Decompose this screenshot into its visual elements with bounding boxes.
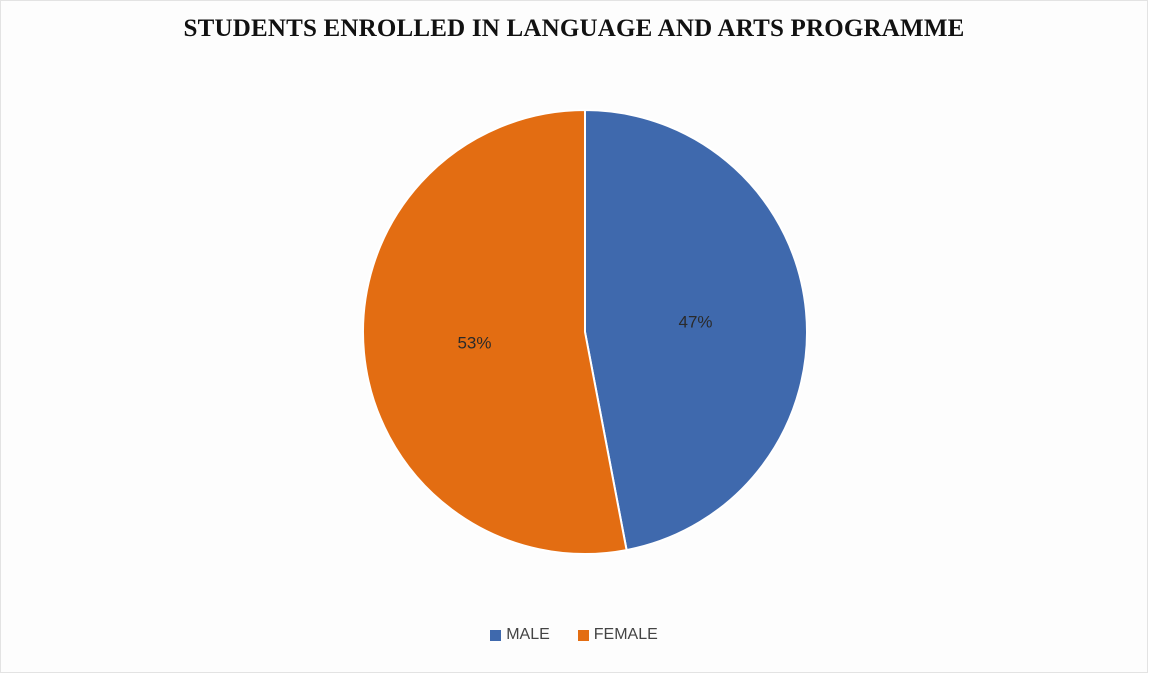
- pie-slice-female: [362, 108, 628, 555]
- chart-title: STUDENTS ENROLLED IN LANGUAGE AND ARTS P…: [183, 15, 965, 42]
- legend: MALE FEMALE: [1, 626, 1147, 644]
- legend-item-male: MALE: [490, 626, 550, 644]
- legend-label-male: MALE: [506, 626, 550, 643]
- legend-swatch-female: [577, 629, 589, 641]
- legend-label-female: FEMALE: [593, 626, 658, 643]
- legend-swatch-male: [490, 629, 502, 641]
- legend-item-female: FEMALE: [577, 626, 658, 644]
- data-label-female: 53%: [457, 333, 491, 352]
- pie-slice-male: [584, 108, 808, 552]
- data-label-male: 47%: [678, 313, 712, 332]
